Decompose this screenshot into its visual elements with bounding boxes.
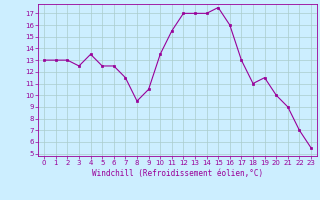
X-axis label: Windchill (Refroidissement éolien,°C): Windchill (Refroidissement éolien,°C): [92, 169, 263, 178]
